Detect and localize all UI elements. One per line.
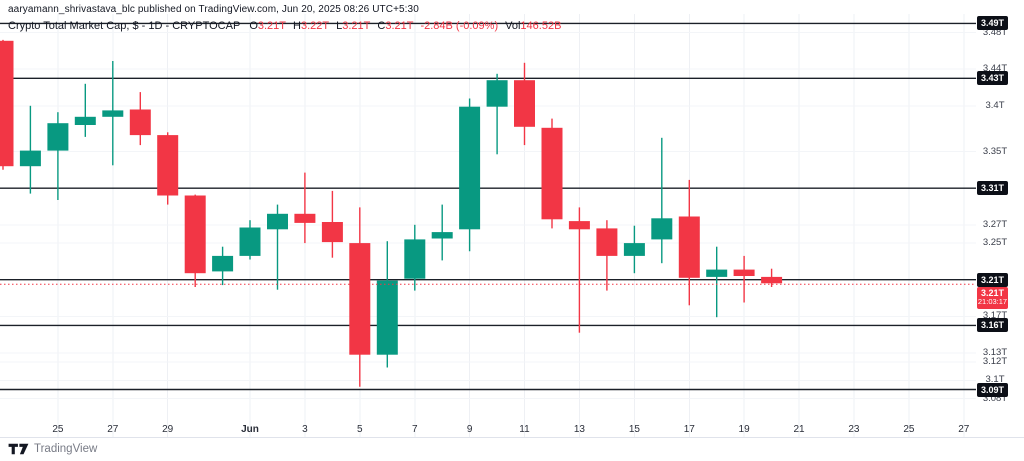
time-axis-label: 11: [519, 424, 530, 435]
candle-jun-17[interactable]: [678, 216, 700, 278]
price-axis-label: 3.1T: [985, 374, 1005, 386]
candle-jun-14[interactable]: [596, 228, 618, 256]
time-axis-label: 19: [738, 424, 750, 435]
price-axis-label: 3.08T: [982, 392, 1008, 404]
candle-may-26[interactable]: [74, 116, 96, 125]
candle-jun-2[interactable]: [267, 213, 288, 230]
price-axis-label: 3.48T: [982, 26, 1008, 38]
time-axis-label: 27: [958, 424, 970, 435]
price-level-label-3.31t: 3.31T: [977, 181, 1008, 196]
candle-jun-11[interactable]: [514, 80, 535, 127]
volume-readout: Vol146.52B: [505, 20, 562, 32]
time-axis-label: 25: [903, 424, 915, 435]
ohlc-low: L3.21T: [336, 20, 371, 32]
bar-countdown: 21:03:17: [977, 297, 1008, 307]
price-axis-label: 3.12T: [982, 356, 1008, 367]
candle-jun-19[interactable]: [733, 269, 755, 276]
price-level-label-3.43t: 3.43T: [977, 71, 1008, 86]
price-axis-label: 3.4T: [985, 99, 1005, 111]
price-axis-label: 3.25T: [982, 237, 1008, 249]
tradingview-logo[interactable]: TradingView: [8, 443, 97, 455]
change-value: -2.84B (-0.09%): [420, 20, 499, 32]
candle-jun-4[interactable]: [321, 222, 343, 243]
price-level-label-3.21t: 3.21T: [977, 272, 1008, 287]
time-axis-label: 7: [412, 424, 418, 435]
time-axis-label: 3: [302, 424, 308, 435]
ohlc-close: C3.21T: [377, 20, 414, 32]
time-axis-label: 17: [683, 424, 695, 435]
publisher-watermark: aaryamann_shrivastava_blc published on T…: [8, 4, 419, 15]
candle-may-23[interactable]: [0, 40, 14, 167]
candle-may-30[interactable]: [184, 195, 206, 274]
ohlc-open: O3.21T: [249, 20, 287, 32]
candle-jun-6[interactable]: [376, 280, 398, 355]
candle-jun-20[interactable]: [761, 276, 783, 284]
time-axis-label: 21: [793, 424, 805, 435]
ohlc-high: H3.22T: [293, 20, 330, 32]
tradingview-logo-text: TradingView: [34, 443, 98, 455]
candle-jun-12[interactable]: [541, 127, 563, 220]
time-axis-label: 27: [107, 424, 119, 435]
time-axis-label: 23: [848, 424, 860, 435]
price-axis-label: 3.44T: [982, 63, 1008, 75]
candle-jun-7[interactable]: [404, 239, 426, 279]
candle-may-24[interactable]: [19, 150, 41, 167]
time-axis-label: 29: [162, 424, 174, 435]
axis-separator-line: [0, 437, 1024, 438]
price-axis-label: 3.35T: [982, 145, 1008, 157]
symbol-legend: Crypto Total Market Cap, $ - 1D - CRYPTO…: [8, 20, 568, 32]
candle-jun-15[interactable]: [623, 243, 645, 256]
candle-may-31[interactable]: [212, 255, 234, 272]
current-price-value: 3.21T: [980, 287, 1004, 298]
time-axis-label: 9: [466, 424, 473, 435]
time-axis-label: 13: [573, 424, 585, 435]
price-level-label-3.49t: 3.49T: [977, 16, 1008, 31]
time-axis-label: Jun: [241, 424, 259, 435]
time-axis-label: 15: [628, 424, 640, 435]
candle-may-28[interactable]: [129, 109, 151, 136]
time-axis-label: 25: [52, 424, 64, 435]
candle-jun-9[interactable]: [459, 106, 481, 230]
candle-jun-8[interactable]: [431, 232, 453, 239]
candle-jun-3[interactable]: [294, 213, 316, 223]
current-price-badge: 3.21T 21:03:17: [977, 286, 1008, 309]
price-axis-label: 3.27T: [982, 218, 1008, 230]
candle-may-27[interactable]: [102, 110, 124, 117]
candle-jun-16[interactable]: [651, 218, 673, 240]
candle-jun-5[interactable]: [349, 243, 371, 355]
price-level-label-3.09t: 3.09T: [977, 382, 1008, 397]
tradingview-mark-icon: [8, 443, 29, 455]
candle-may-25[interactable]: [47, 123, 69, 151]
price-level-label-3.16t: 3.16T: [977, 318, 1008, 333]
price-axis-label: 3.13T: [982, 346, 1008, 358]
candle-may-29[interactable]: [157, 135, 179, 196]
candle-jun-10[interactable]: [486, 80, 508, 107]
time-axis-label: 5: [357, 424, 363, 435]
candle-jun-1[interactable]: [239, 227, 261, 256]
candle-jun-18[interactable]: [706, 269, 728, 277]
price-axis-label: 3.17T: [982, 310, 1008, 322]
candle-jun-13[interactable]: [568, 221, 590, 230]
symbol-title: Crypto Total Market Cap, $ - 1D - CRYPTO…: [8, 20, 241, 32]
